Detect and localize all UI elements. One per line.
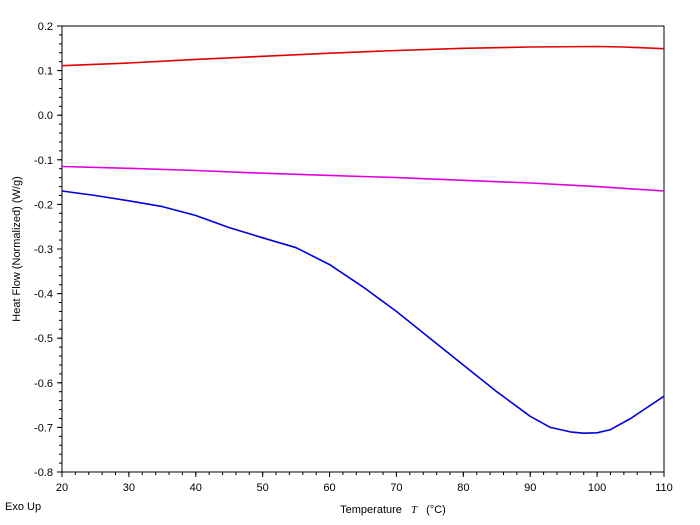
x-tick-label: 110 (655, 482, 673, 494)
x-axis: 20 30 40 50 60 70 80 90 100 110 (56, 472, 673, 494)
x-axis-title-symbol: T (411, 504, 418, 516)
x-tick-label: 40 (190, 482, 202, 494)
y-tick-label: -0.3 (34, 244, 53, 256)
y-tick-label: 0.0 (38, 110, 53, 122)
x-axis-title: Temperature T (°C) (340, 504, 446, 516)
y-axis-title: Heat Flow (Normalized) (W/g) (11, 176, 23, 321)
y-tick-label: -0.4 (34, 289, 53, 301)
y-tick-label: -0.7 (34, 422, 53, 434)
y-tick-label: -0.2 (34, 199, 53, 211)
x-axis-title-text: Temperature (340, 504, 402, 516)
exo-up-note: Exo Up (5, 501, 42, 513)
plot-frame (61, 25, 665, 473)
x-tick-label: 80 (457, 482, 469, 494)
x-tick-label: 90 (524, 482, 536, 494)
y-tick-label: -0.8 (34, 467, 53, 479)
series-line-1 (61, 45, 665, 67)
y-tick-label: 0.2 (38, 21, 53, 33)
x-tick-label: 70 (390, 482, 402, 494)
y-tick-label: -0.5 (34, 333, 53, 345)
x-tick-label: 50 (257, 482, 269, 494)
x-tick-label: 60 (323, 482, 335, 494)
y-axis: 0.2 0.1 0.0 -0.1 -0.2 -0.3 -0.4 -0.5 -0.6 -0.7 -0.… (34, 21, 62, 479)
series-line-3 (61, 190, 665, 435)
y-tick-label: 0.1 (38, 66, 53, 78)
y-tick-label: -0.6 (34, 378, 53, 390)
y-tick-label: -0.1 (34, 155, 53, 167)
x-tick-label: 100 (588, 482, 606, 494)
x-tick-label: 30 (123, 482, 135, 494)
x-axis-title-unit: (°C) (426, 504, 446, 516)
series-line-2 (61, 165, 665, 192)
x-tick-label: 20 (56, 482, 68, 494)
series-layer (61, 45, 665, 435)
